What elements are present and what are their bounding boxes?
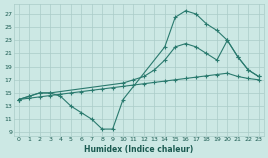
X-axis label: Humidex (Indice chaleur): Humidex (Indice chaleur) [84, 145, 193, 154]
